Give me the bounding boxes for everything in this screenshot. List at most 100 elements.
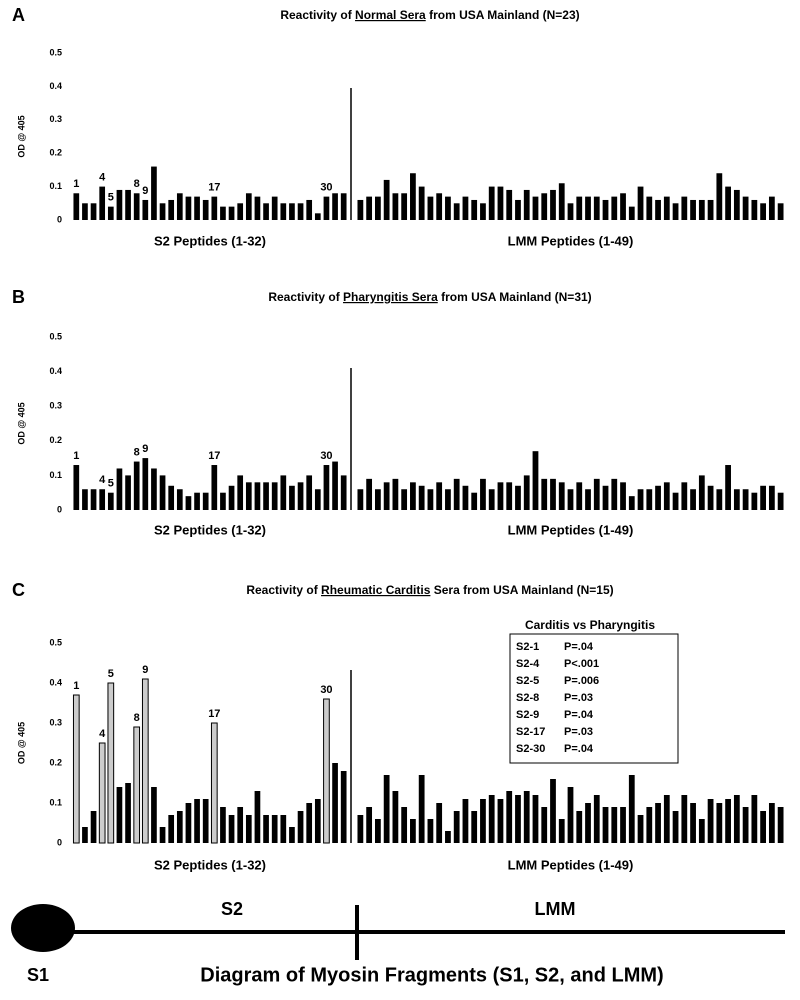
bar [453, 203, 460, 220]
bar [742, 807, 749, 843]
bar [436, 482, 443, 510]
title-part: from USA Mainland (N=23) [426, 8, 580, 22]
bar [445, 196, 451, 220]
bar [698, 819, 705, 843]
bar [176, 489, 183, 510]
bar [194, 196, 200, 220]
bar [107, 492, 114, 510]
bar [698, 475, 705, 510]
bar [151, 468, 157, 510]
bar [73, 465, 80, 510]
bar [185, 496, 192, 510]
bar [340, 475, 347, 510]
bar-number-label: 9 [142, 664, 148, 676]
inset-p-value: P=.04 [564, 641, 594, 653]
s1-label: S1 [27, 965, 49, 985]
bar-number-label: 17 [208, 182, 220, 194]
y-tick-label: 0.4 [49, 677, 62, 687]
bar [401, 807, 408, 843]
group-label: S2 Peptides (1-32) [154, 522, 266, 537]
bar [401, 193, 408, 220]
bar [168, 485, 175, 510]
title-part: Reactivity of [268, 290, 343, 304]
y-tick-label: 0.3 [49, 114, 62, 124]
y-tick-label: 0.2 [49, 757, 62, 767]
bar [306, 803, 313, 843]
bar [742, 489, 749, 510]
bar [107, 682, 115, 844]
bar [280, 815, 287, 843]
bar [410, 482, 416, 510]
bar [716, 803, 723, 843]
bar [374, 819, 381, 843]
inset-p-value: P=.03 [564, 726, 593, 738]
bar [628, 206, 635, 220]
bar [254, 482, 261, 510]
lmm-label: LMM [535, 899, 576, 919]
group-label: LMM Peptides (1-49) [508, 233, 634, 248]
bar [620, 193, 626, 220]
bar [332, 193, 338, 220]
bar-number-label: 8 [134, 446, 140, 458]
bar-number-label: 9 [142, 443, 148, 455]
bar [289, 827, 295, 843]
bar [323, 196, 330, 220]
title-underlined: Pharyngitis Sera [343, 290, 438, 304]
bar [271, 196, 278, 220]
y-tick-label: 0.5 [49, 331, 62, 341]
bar [558, 819, 565, 843]
bar [271, 815, 278, 843]
bar [297, 811, 304, 843]
bar [151, 787, 157, 843]
bar [125, 783, 131, 843]
bar [751, 795, 758, 843]
bar [768, 196, 775, 220]
bar [611, 196, 618, 220]
bar [646, 489, 653, 510]
bar [280, 475, 287, 510]
bar [611, 478, 618, 510]
bar [392, 193, 399, 220]
y-axis-label: OD @ 405 [16, 402, 26, 444]
bar [681, 482, 688, 510]
bar [436, 193, 443, 220]
panel-letter: A [12, 5, 25, 25]
bar [210, 722, 218, 844]
title-part: Sera from USA Mainland (N=15) [430, 583, 613, 597]
inset-title: Carditis vs Pharyngitis [525, 618, 655, 632]
bar [541, 193, 548, 220]
bar [620, 482, 626, 510]
bar [314, 489, 321, 510]
bar [576, 196, 583, 220]
title-part: from USA Mainland (N=31) [438, 290, 592, 304]
bar [133, 726, 141, 844]
bar [585, 196, 591, 220]
bar-number-label: 4 [99, 172, 106, 184]
bar [133, 461, 140, 510]
bar [672, 203, 679, 220]
s2-label: S2 [221, 899, 243, 919]
bar [663, 196, 670, 220]
bar [332, 461, 338, 510]
bar [733, 795, 740, 843]
bar [168, 815, 175, 843]
bar [593, 196, 600, 220]
bar [340, 771, 347, 843]
bar [72, 694, 80, 844]
bar-number-label: 5 [108, 668, 114, 680]
bar [567, 203, 574, 220]
bar [366, 478, 373, 510]
bar [497, 482, 504, 510]
y-tick-label: 0.5 [49, 637, 62, 647]
bar [646, 196, 653, 220]
inset-p-value: P<.001 [564, 658, 599, 670]
bar [716, 173, 723, 220]
bar [567, 787, 574, 843]
bar [567, 489, 574, 510]
bar [585, 489, 591, 510]
inset-peptide: S2-1 [516, 641, 539, 653]
bar [777, 492, 784, 510]
bar [637, 815, 644, 843]
bar [427, 196, 434, 220]
